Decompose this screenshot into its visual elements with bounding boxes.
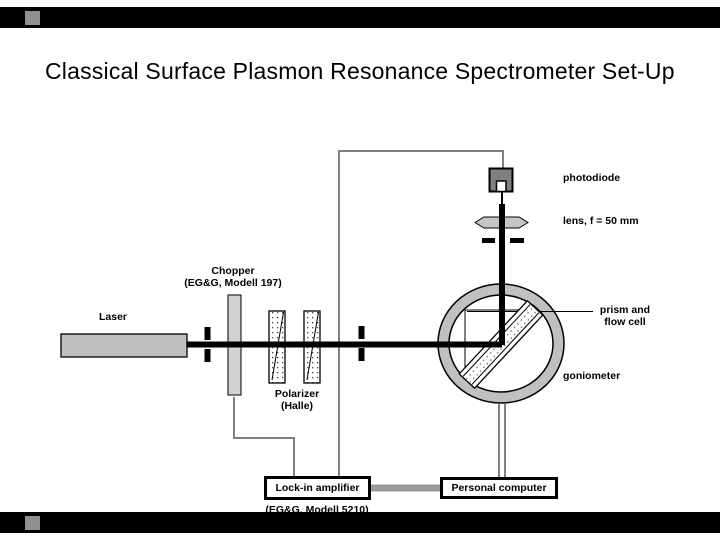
prism-flow-cell-label: prism and flow cell <box>565 304 685 328</box>
letterbox-notch-bottom <box>25 515 40 530</box>
wire-photodiode-to-lockin <box>338 150 504 476</box>
letterbox-bar-top <box>0 7 720 28</box>
goniometer-label: goniometer <box>563 370 621 382</box>
lens-label: lens, f = 50 mm <box>563 215 639 227</box>
laser-beam <box>187 191 505 348</box>
lockin-amplifier-box: Lock-in amplifier <box>264 476 371 500</box>
personal-computer-box: Personal computer <box>440 477 558 499</box>
wire-goniometer-to-computer <box>498 404 506 477</box>
polarizer-label: Polarizer <box>274 388 320 400</box>
letterbox-notch-top <box>25 10 40 25</box>
page-title: Classical Surface Plasmon Resonance Spec… <box>45 58 675 84</box>
chopper-label: Chopper <box>211 265 255 277</box>
lockin-model-label: (EG&G, Modell 5210) <box>265 504 369 516</box>
wire-chopper-to-lockin <box>233 397 295 476</box>
polarizer-maker-label: (Halle) <box>280 400 314 412</box>
prism-label-line1: prism and <box>599 304 651 316</box>
laser-box <box>60 333 188 358</box>
prism-label-line2: flow cell <box>604 316 646 328</box>
photodiode-label: photodiode <box>563 172 621 184</box>
photodiode-element <box>488 167 514 193</box>
letterbox-bar-bottom <box>0 512 720 533</box>
laser-label: Laser <box>99 311 128 323</box>
chopper-model-label: (EG&G, Modell 197) <box>184 277 282 289</box>
